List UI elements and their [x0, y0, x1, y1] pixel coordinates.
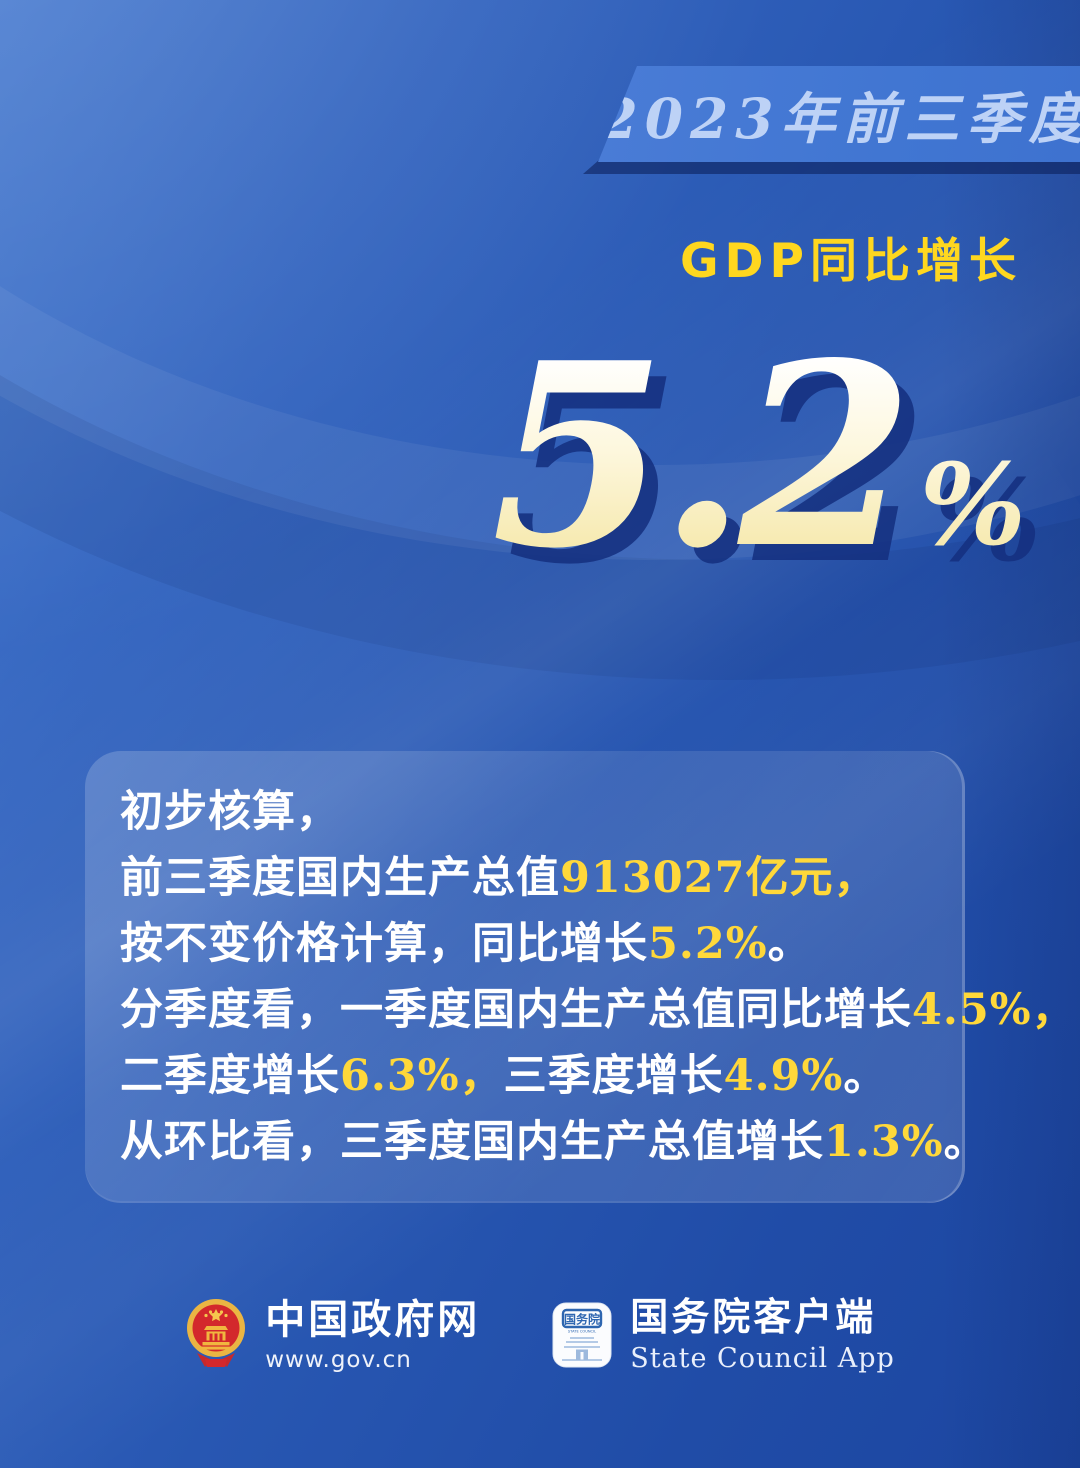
card-line: 初步核算，	[120, 779, 935, 845]
big-number-value: 5.2	[491, 308, 906, 604]
big-number-shadow: 5.2 %	[506, 346, 1041, 598]
card-line: 前三季度国内生产总值913027亿元，	[120, 845, 935, 911]
state-council-app-subtitle: State Council App	[630, 1342, 895, 1374]
period-banner: 2023年前三季度	[598, 66, 1080, 162]
china-national-emblem-icon	[187, 1298, 246, 1367]
svg-text:STATE COUNCIL: STATE COUNCIL	[568, 1329, 596, 1333]
card-highlight-value: 6.3%，	[340, 1051, 504, 1101]
footer: 中国政府网 www.gov.cn 国务院 STATE COUNCIL	[0, 1295, 1080, 1374]
gdp-growth-headline: GDP同比增长	[679, 234, 1022, 289]
card-text-segment: 。	[943, 1117, 988, 1167]
gov-website-name: 中国政府网	[265, 1296, 481, 1343]
card-line: 二季度增长6.3%，三季度增长4.9%。	[120, 1043, 935, 1109]
gdp-summary-card: 初步核算， 前三季度国内生产总值913027亿元， 按不变价格计算，同比增长5.2%…	[85, 751, 1075, 1203]
card-line: 分季度看，一季度国内生产总值同比增长4.5%，	[120, 977, 1075, 1043]
big-number-front: 5.2 %	[491, 330, 1026, 582]
state-council-app-texts: 国务院客户端 State Council App	[630, 1295, 895, 1374]
gov-website-texts: 中国政府网 www.gov.cn	[265, 1297, 480, 1373]
card-line: 从环比看，三季度国内生产总值增长1.3%。	[120, 1109, 987, 1175]
card-text-segment: 按不变价格计算，同比增长	[120, 919, 648, 969]
card-highlight-value: 4.9%	[723, 1051, 844, 1101]
svg-text:国务院: 国务院	[564, 1311, 600, 1326]
card-text-segment: 初步核算，	[120, 787, 340, 837]
big-number-shadow-unit: %	[935, 466, 1041, 578]
card-text-segment: 分季度看，一季度国内生产总值同比增长	[120, 985, 912, 1035]
gov-website-url: www.gov.cn	[265, 1346, 412, 1373]
state-council-app-name: 国务院客户端	[630, 1295, 877, 1339]
card-highlight-value: 1.3%	[824, 1117, 944, 1167]
card-text-segment: 。	[843, 1051, 888, 1101]
period-banner-shadow	[583, 160, 1080, 174]
state-council-app-icon: 国务院 STATE COUNCIL	[552, 1302, 612, 1368]
card-highlight-value: 913027亿元，	[560, 853, 878, 903]
card-line: 按不变价格计算，同比增长5.2%。	[120, 911, 935, 977]
big-number-shadow-value: 5.2	[506, 346, 928, 598]
gdp-growth-big-number: 5.2 % 5.2 %	[491, 330, 1041, 598]
background-right-shade	[940, 0, 1080, 1468]
card-text-segment: 前三季度国内生产总值	[120, 853, 560, 903]
card-text: 初步核算， 前三季度国内生产总值913027亿元， 按不变价格计算，同比增长5.2%…	[120, 779, 1075, 1175]
state-council-app-brand: 国务院 STATE COUNCIL 国务院客户端 State Council A…	[552, 1295, 895, 1374]
card-text-segment: 三季度增长	[503, 1051, 724, 1101]
gov-website-brand: 中国政府网 www.gov.cn	[185, 1297, 480, 1373]
period-label: 2023年前三季度	[599, 86, 1080, 151]
card-highlight-value: 4.5%，	[912, 985, 1076, 1035]
big-number-unit: %	[919, 440, 1026, 571]
card-highlight-value: 5.2%	[648, 919, 768, 969]
card-text-segment: 二季度增长	[120, 1051, 340, 1101]
card-text-segment: 从环比看，三季度国内生产总值增长	[120, 1117, 824, 1167]
card-text-segment: 。	[767, 919, 812, 969]
